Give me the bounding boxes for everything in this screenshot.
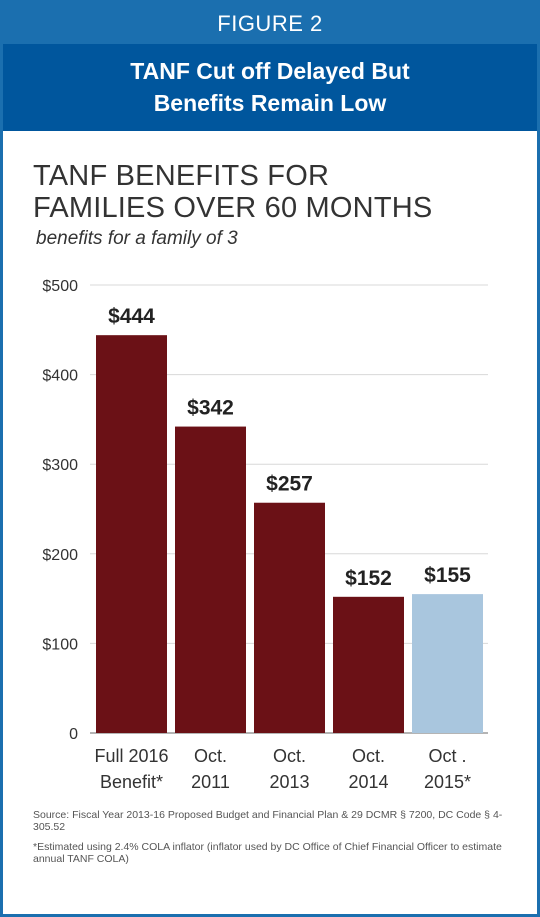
y-tick-label: $500 (42, 278, 78, 295)
data-label: $257 (266, 473, 313, 496)
chart-subtitle: benefits for a family of 3 (36, 228, 238, 249)
chart-title: TANF BENEFITS FOR FAMILIES OVER 60 MONTH… (33, 160, 432, 224)
x-tick-label: Oct . (428, 746, 466, 766)
bar (333, 596, 404, 733)
y-tick-label: $400 (42, 368, 78, 385)
chart-title-line-2: FAMILIES OVER 60 MONTHS (33, 192, 433, 224)
data-label: $444 (108, 305, 155, 328)
bar (412, 594, 483, 733)
x-tick-label: Oct. (194, 746, 227, 766)
x-tick-label: Oct. (273, 746, 306, 766)
data-label: $155 (424, 564, 471, 587)
source-note: Source: Fiscal Year 2013-16 Proposed Bud… (33, 809, 503, 833)
x-tick-label: 2013 (269, 772, 309, 792)
y-tick-label: $200 (42, 547, 78, 564)
data-label: $342 (187, 397, 234, 420)
figure-title-line-1: TANF Cut off Delayed But (130, 57, 410, 84)
x-tick-label: Full 2016 (94, 746, 168, 766)
bar (175, 426, 246, 733)
estimate-note: *Estimated using 2.4% COLA inflator (inf… (33, 841, 502, 865)
x-tick-label: 2014 (348, 772, 388, 792)
x-tick-label: 2015* (424, 772, 471, 792)
x-tick-label: Benefit* (100, 772, 163, 792)
bar (96, 335, 167, 733)
y-tick-label: $100 (42, 636, 78, 653)
y-tick-label: 0 (69, 726, 78, 743)
x-tick-label: Oct. (352, 746, 385, 766)
data-label: $152 (345, 567, 392, 590)
x-tick-label: 2011 (191, 772, 230, 792)
figure-label: FIGURE 2 (3, 3, 537, 44)
chart-title-line-1: TANF BENEFITS FOR (33, 160, 330, 192)
figure-title-line-2: Benefits Remain Low (153, 89, 387, 116)
bar (254, 502, 325, 733)
footnotes: Source: Fiscal Year 2013-16 Proposed Bud… (33, 809, 513, 873)
figure-title: TANF Cut off Delayed But Benefits Remain… (3, 44, 537, 131)
y-tick-label: $300 (42, 457, 78, 474)
